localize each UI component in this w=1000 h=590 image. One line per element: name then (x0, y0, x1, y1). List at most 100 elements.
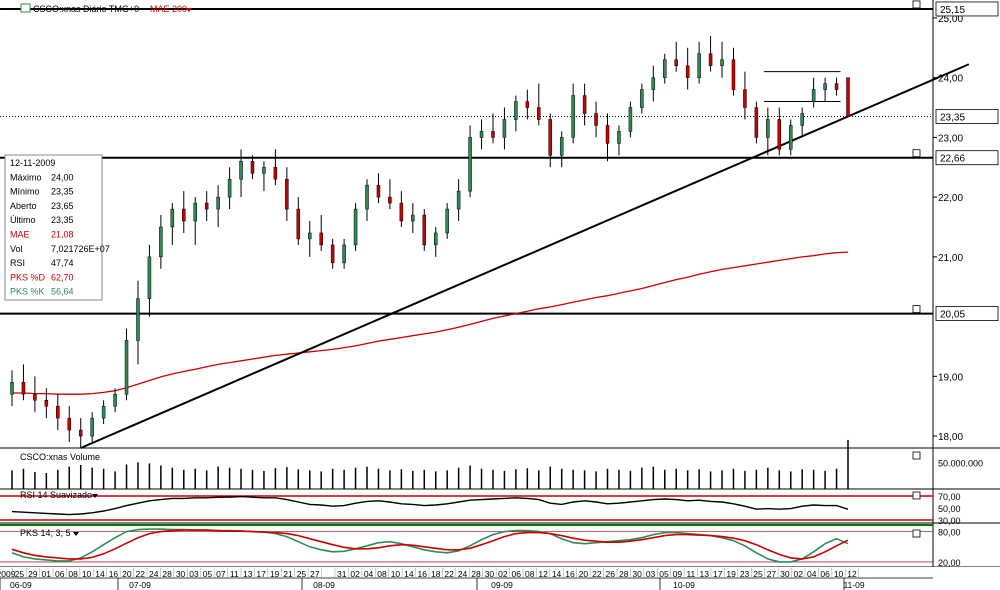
info-panel[interactable]: 12-11-2009 Máximo 24,00 Mínimo 23,35 Aberto 23… (4, 154, 110, 301)
candle-body (834, 83, 839, 90)
date-day-label: 20 (579, 569, 589, 579)
info-value: 56,64 (51, 287, 74, 297)
hline-handle (912, 0, 921, 9)
date-day-label: 2009 (0, 569, 16, 579)
date-day-label: 28 (471, 569, 481, 579)
candle-body (388, 196, 392, 204)
candle-body (525, 101, 530, 108)
hline-label-box (935, 1, 999, 17)
candle-body (10, 382, 14, 395)
chart-header: CSCO:xnas Diário TMG+0 MAE 200 (20, 3, 192, 14)
candle-body (319, 232, 323, 246)
candle-body (308, 232, 312, 240)
candle-body (640, 89, 644, 108)
date-day-label: 10 (391, 569, 401, 579)
date-day-label: 01 (42, 569, 52, 579)
date-day-label: 21 (283, 569, 293, 579)
date-day-label: 10 (834, 569, 844, 579)
candle-body (124, 340, 129, 395)
date-month-label: 10-09 (673, 580, 695, 590)
candle-body (571, 95, 575, 138)
rsi-tick: 70,00 (938, 492, 961, 502)
price-tick-label: 24,00 (938, 74, 963, 85)
date-day-label: 31 (337, 569, 347, 579)
candle-body (433, 232, 438, 246)
candle-body (445, 208, 449, 234)
date-day-label: 12 (538, 569, 548, 579)
candle-body (353, 208, 358, 246)
price-axis-bg (935, 0, 1000, 590)
info-label: Último (10, 215, 36, 225)
date-day-label: 02 (350, 569, 360, 579)
date-day-label: 18 (431, 569, 441, 579)
candle-body (594, 113, 598, 126)
candle-body (514, 101, 518, 120)
candle-body (537, 107, 541, 120)
candle-body (147, 256, 152, 299)
date-day-label: 03 (646, 569, 656, 579)
rsi-title: RSI 14 Suavizado (20, 490, 92, 500)
date-day-label: 16 (109, 569, 119, 579)
candle-body (90, 417, 94, 437)
date-day-label: 08 (377, 569, 387, 579)
date-day-label: 28 (619, 569, 629, 579)
date-day-label: 22 (592, 569, 602, 579)
date-month-label: 06-09 (10, 580, 32, 590)
hline-label-box (935, 150, 999, 166)
candle-body (44, 399, 49, 407)
date-day-label: 11 (686, 569, 695, 579)
hline-handle (912, 149, 921, 158)
date-day-label: 30 (780, 569, 790, 579)
candle-body (330, 244, 335, 264)
mae-200-line (12, 251, 849, 395)
date-day-label: 09 (673, 569, 683, 579)
price-tick-label: 19,00 (938, 372, 963, 383)
pks-tick: 80,00 (938, 528, 961, 538)
date-day-label: 29 (28, 569, 38, 579)
candle-body (399, 202, 404, 222)
candle-body (777, 119, 782, 150)
date-day-label: 30 (485, 569, 495, 579)
candle-body (468, 137, 472, 192)
last-price-box (935, 109, 999, 124)
candle-body (193, 202, 197, 222)
date-day-label: 17 (713, 569, 723, 579)
candle-body (720, 59, 724, 66)
date-day-label: 14 (552, 569, 562, 579)
date-day-label: 05 (659, 569, 669, 579)
candle-body (101, 405, 106, 419)
candle-body (788, 125, 793, 150)
date-day-label: 19 (270, 569, 280, 579)
candle-body (651, 77, 656, 90)
header-icon (20, 3, 31, 13)
date-day-label: 06 (55, 569, 65, 579)
info-panel-box (4, 154, 103, 301)
date-day-label: 04 (364, 569, 374, 579)
pks-tick: 20,00 (938, 558, 961, 568)
candle-body (21, 382, 26, 395)
candle-body (262, 167, 266, 174)
candle-body (456, 190, 461, 210)
candle-body (273, 167, 278, 180)
candle-body (743, 89, 747, 108)
rsi-line (11, 495, 849, 516)
date-day-label: 03 (189, 569, 199, 579)
info-label: RSI (10, 258, 25, 268)
volume-tick: 50.000.000 (938, 458, 983, 468)
candle-body (33, 393, 37, 401)
volume-panel: CSCO:xnas Volume 50.000.000 (11, 439, 983, 489)
candle-body (823, 83, 827, 90)
candle-body (708, 53, 713, 66)
date-day-label: 30 (632, 569, 642, 579)
price-panel: 25,00 24,00 23,00 22,00 21,00 19,00 18,00 25,15… (0, 0, 999, 449)
rsi-tick: 50,00 (938, 504, 961, 514)
info-value: 21,08 (51, 230, 74, 240)
date-day-label: 27 (767, 569, 777, 579)
date-axis-bg (0, 567, 1000, 590)
pks-handle (912, 529, 921, 538)
date-day-label: 07 (216, 569, 226, 579)
date-day-label: 24 (458, 569, 468, 579)
price-tick-label: 23,00 (938, 133, 963, 144)
candle-body (582, 95, 587, 114)
date-month-label: 11-09 (843, 580, 864, 590)
